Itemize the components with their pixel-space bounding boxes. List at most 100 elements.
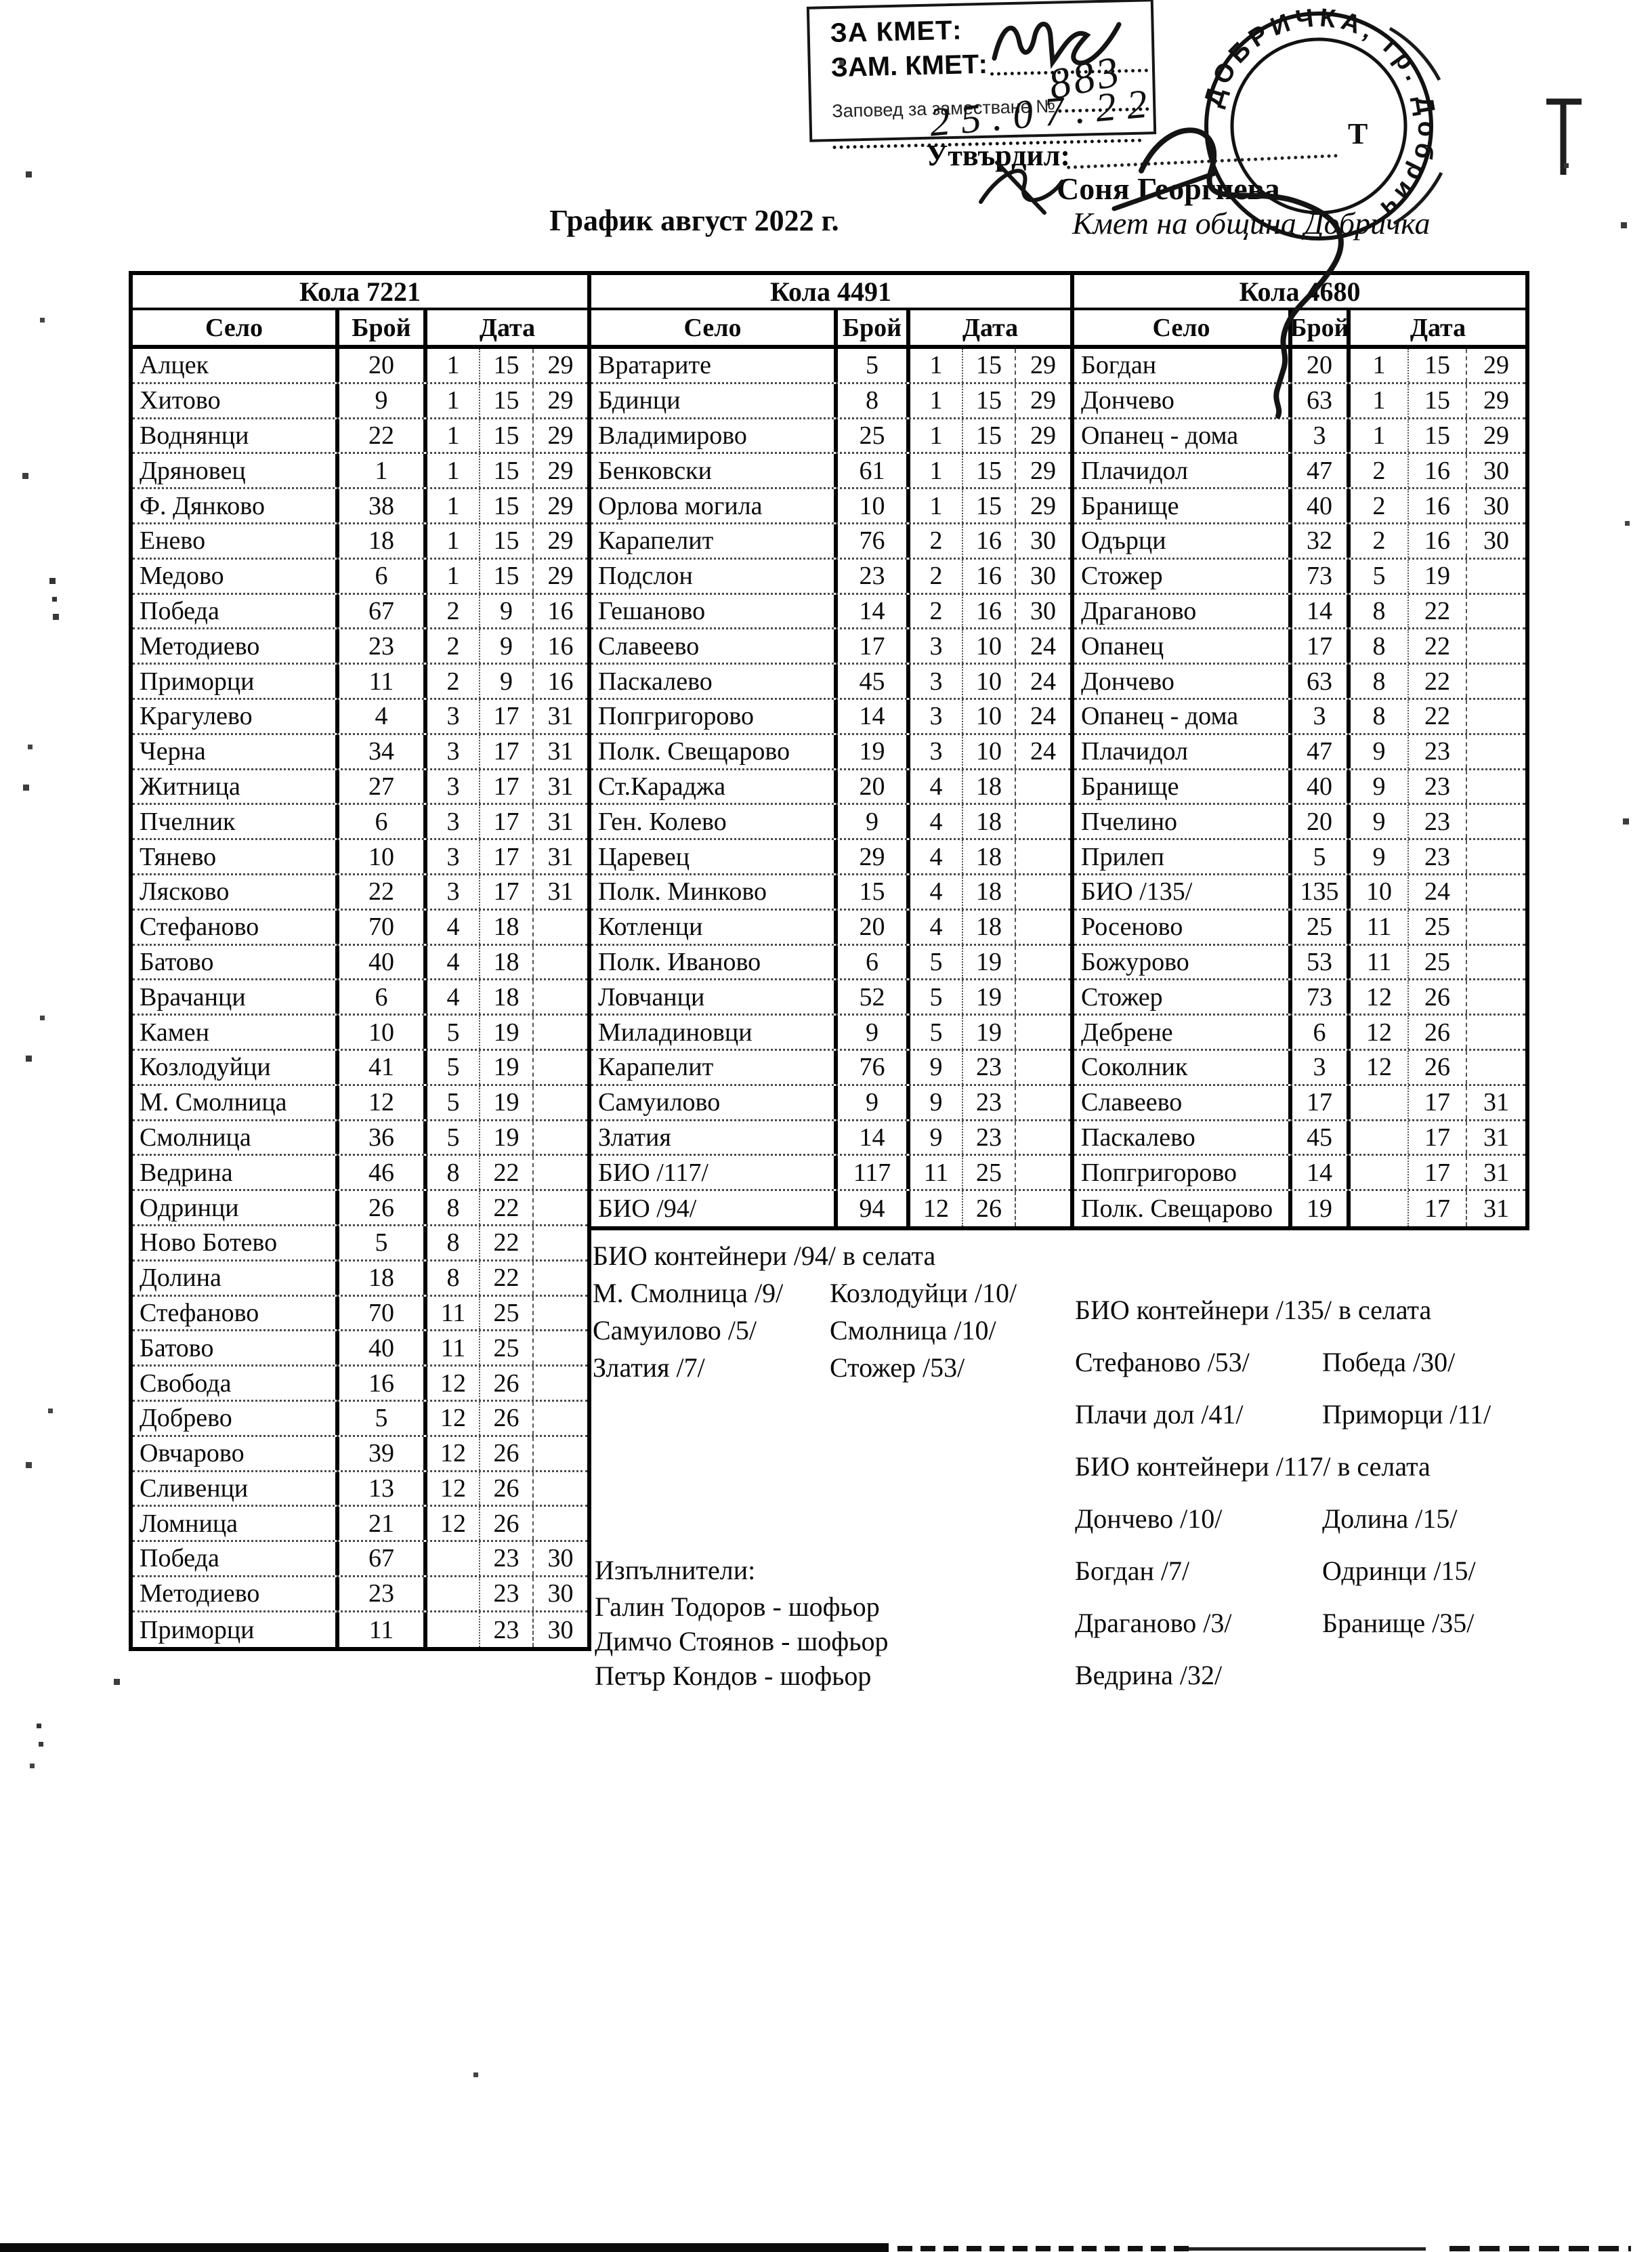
table-row: Стожер 73 12 26 xyxy=(1074,980,1525,1016)
note-line: Самуилово /5/Смолница /10/ xyxy=(593,1312,1074,1349)
village-cell: Победа xyxy=(133,1542,339,1575)
date-cell: 25 xyxy=(963,1156,1016,1190)
date-cell xyxy=(534,1331,587,1364)
table-row: Сливенци 13 12 26 xyxy=(133,1472,587,1507)
stamp-center-mark: Т xyxy=(1348,117,1368,150)
date-cell: 4 xyxy=(427,980,480,1014)
date-cell: 1 xyxy=(910,454,963,488)
date-cell: 19 xyxy=(963,1016,1016,1049)
village-cell: Батово xyxy=(133,1331,339,1365)
note-line: БИО контейнери /135/ в селата xyxy=(1075,1295,1432,1325)
date-cell: 19 xyxy=(480,1050,534,1084)
count-cell: 3 xyxy=(1292,699,1351,733)
date-cell: 19 xyxy=(1409,559,1467,593)
table-row: Камен 10 5 19 xyxy=(133,1016,587,1051)
date-cell: 5 xyxy=(1351,559,1409,593)
count-cell: 4 xyxy=(339,699,427,733)
count-cell: 14 xyxy=(838,1121,910,1154)
date-cell: 22 xyxy=(1409,594,1467,628)
date-cell: 3 xyxy=(910,699,963,733)
note-entry: Драганово /3/ xyxy=(1075,1608,1232,1638)
note-line: Плачи дол /41/Приморци /11/ xyxy=(1075,1388,1617,1440)
count-cell: 14 xyxy=(838,699,910,733)
date-cell: 17 xyxy=(1409,1191,1467,1226)
village-cell: Владимирово xyxy=(591,419,838,453)
table-row: Ловчанци 52 5 19 xyxy=(591,980,1070,1016)
count-cell: 6 xyxy=(838,945,910,979)
date-cell xyxy=(1016,946,1070,979)
date-cell: 9 xyxy=(480,665,534,698)
date-cell: 16 xyxy=(1409,454,1467,488)
village-cell: Опанец - дома xyxy=(1074,699,1292,733)
executors-list: Галин Тодоров - шофьор Димчо Стоянов - шо… xyxy=(595,1589,888,1693)
table-row: Котленци 20 4 18 xyxy=(591,910,1070,946)
village-cell: Ген. Колево xyxy=(591,805,838,839)
date-cell: 19 xyxy=(480,1085,534,1119)
date-cell: 16 xyxy=(1409,489,1467,522)
date-cell: 24 xyxy=(1409,875,1467,909)
village-cell: Пчелник xyxy=(133,805,339,839)
village-cell: Овчарово xyxy=(133,1436,339,1470)
date-cell: 16 xyxy=(963,559,1016,593)
note-entry: Златия /7/ xyxy=(593,1352,705,1383)
table-body: Богдан 20 1 15 29 Дончево 63 1 15 29 Опанец - дома… xyxy=(1074,349,1525,1226)
count-cell: 11 xyxy=(339,1612,427,1648)
count-cell: 18 xyxy=(339,1261,427,1295)
table-row: Карапелит 76 2 16 30 xyxy=(591,524,1070,560)
date-cell: 1 xyxy=(427,559,480,593)
table-row: Попгригорово 14 3 10 24 xyxy=(591,699,1070,735)
table-title: Кола 4680 xyxy=(1074,275,1525,310)
village-cell: Пчелино xyxy=(1074,805,1292,839)
count-cell: 19 xyxy=(1292,1191,1351,1226)
count-cell: 15 xyxy=(838,875,910,909)
date-cell: 9 xyxy=(1351,805,1409,839)
date-cell: 1 xyxy=(427,383,480,417)
table-row: Стефаново 70 11 25 xyxy=(133,1296,587,1332)
note-entry: Богдан /7/ xyxy=(1075,1556,1190,1586)
village-cell: Врачанци xyxy=(133,980,339,1014)
date-cell xyxy=(1467,911,1525,944)
date-cell: 9 xyxy=(910,1085,963,1119)
date-cell: 17 xyxy=(480,805,534,839)
count-cell: 14 xyxy=(1292,594,1351,628)
table-row: Драганово 14 8 22 xyxy=(1074,594,1525,630)
count-cell: 6 xyxy=(339,805,427,839)
date-cell: 1 xyxy=(1351,383,1409,417)
date-cell: 2 xyxy=(1351,454,1409,488)
approver-title: Кмет на община Добричка xyxy=(1072,206,1431,241)
table-row: Бдинци 8 1 15 29 xyxy=(591,383,1070,419)
date-cell xyxy=(534,1051,587,1084)
date-cell: 10 xyxy=(963,699,1016,733)
table-body: Вратарите 5 1 15 29 Бдинци 8 1 15 29 Владимирово 25… xyxy=(591,349,1070,1226)
village-cell: Ломница xyxy=(133,1507,339,1541)
village-cell: Стожер xyxy=(1074,559,1292,593)
village-cell: Житница xyxy=(133,770,339,804)
date-cell: 1 xyxy=(1351,419,1409,453)
executor-item: Димчо Стоянов - шофьор xyxy=(595,1626,889,1656)
date-cell xyxy=(1467,946,1525,979)
table-row: Опанец - дома 3 1 15 29 xyxy=(1074,419,1525,455)
note-line: БИО контейнери /117/ в селата xyxy=(1075,1451,1431,1482)
table-row: Карапелит 76 9 23 xyxy=(591,1050,1070,1086)
date-cell: 17 xyxy=(1409,1121,1467,1154)
column-header-village: Село xyxy=(1074,310,1292,345)
count-cell: 29 xyxy=(838,840,910,873)
date-cell: 30 xyxy=(1030,562,1056,591)
date-cell: 1 xyxy=(910,349,963,382)
date-cell: 2 xyxy=(427,629,480,663)
count-cell: 70 xyxy=(339,910,427,944)
stamp-arc-fragment xyxy=(1389,26,1441,81)
count-cell: 18 xyxy=(339,524,427,558)
date-cell: 1 xyxy=(910,383,963,417)
village-cell: Паскалево xyxy=(591,665,838,698)
date-cell: 5 xyxy=(427,1085,480,1119)
scan-artifact-marks xyxy=(1546,98,1582,175)
date-cell: 10 xyxy=(963,629,1016,663)
village-cell: Добрево xyxy=(133,1401,339,1435)
table-row: Орлова могила 10 1 15 29 xyxy=(591,489,1070,524)
village-cell: Лясково xyxy=(133,875,339,909)
table-row: БИО /117/117 11 25 xyxy=(591,1156,1070,1192)
date-cell xyxy=(1467,875,1525,909)
table-row: Черна 34 3 17 31 xyxy=(133,734,587,770)
date-cell xyxy=(1467,805,1525,838)
